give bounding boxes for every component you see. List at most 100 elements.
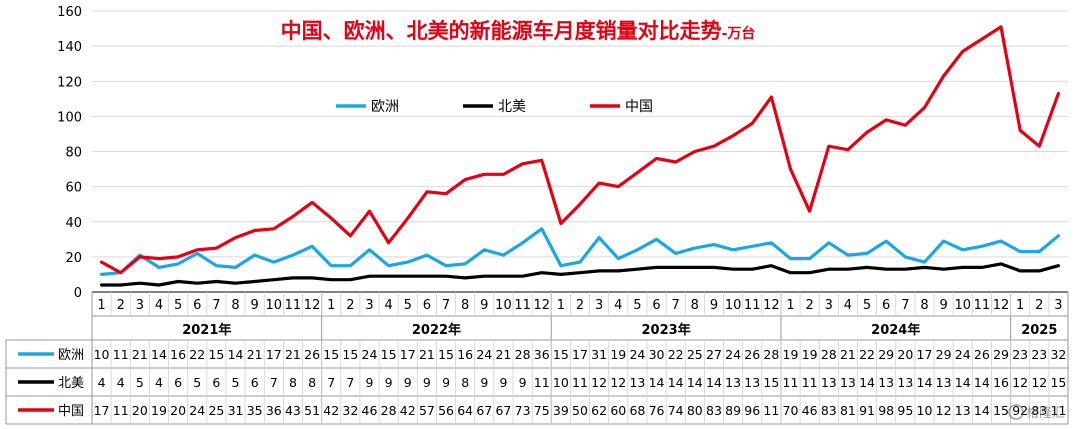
data-label: 20	[897, 347, 913, 362]
x-tick-label: 5	[404, 298, 412, 313]
data-label: 22	[189, 347, 205, 362]
x-tick-label: 1	[97, 298, 105, 313]
x-tick-label: 6	[652, 298, 660, 313]
data-label: 36	[534, 347, 550, 362]
series-line-0	[99, 227, 1061, 276]
data-label: 22	[859, 347, 875, 362]
data-label: 62	[591, 403, 607, 418]
x-tick-label: 2	[346, 298, 354, 313]
data-label: 6	[212, 375, 220, 390]
x-tick-label: 2	[576, 298, 584, 313]
x-tick-label: 1	[557, 298, 565, 313]
data-label: 11	[1050, 403, 1066, 418]
y-tick-label: 20	[65, 251, 82, 266]
x-tick-label: 3	[1054, 298, 1062, 313]
data-label: 92	[1012, 403, 1028, 418]
x-tick-label: 7	[901, 298, 909, 313]
data-label: 24	[189, 403, 205, 418]
data-label: 14	[706, 375, 722, 390]
data-label: 21	[247, 347, 263, 362]
x-tick-label: 8	[920, 298, 928, 313]
data-label: 68	[629, 403, 645, 418]
data-label: 5	[193, 375, 201, 390]
legend-label-2: 中国	[625, 99, 653, 115]
data-label: 15	[763, 375, 779, 390]
data-label: 19	[151, 403, 167, 418]
data-label: 5	[136, 375, 144, 390]
data-label: 73	[515, 403, 531, 418]
x-tick-label: 2	[1035, 298, 1043, 313]
data-label: 9	[385, 375, 393, 390]
data-label: 28	[763, 347, 779, 362]
data-label: 13	[955, 403, 971, 418]
legend-label-0: 欧洲	[371, 99, 399, 115]
data-label: 4	[117, 375, 125, 390]
data-label: 14	[974, 403, 990, 418]
data-label: 27	[706, 347, 722, 362]
data-label: 7	[327, 375, 335, 390]
data-label: 15	[553, 347, 569, 362]
data-label: 4	[98, 375, 106, 390]
data-label: 25	[687, 347, 703, 362]
data-label: 16	[170, 347, 186, 362]
data-label: 7	[346, 375, 354, 390]
series-line-1	[99, 262, 1061, 287]
data-label: 19	[802, 347, 818, 362]
data-label: 74	[668, 403, 684, 418]
x-tick-label: 12	[533, 298, 550, 313]
chart-title-unit: -万台	[722, 25, 756, 42]
data-label: 17	[266, 347, 282, 362]
data-label: 21	[419, 347, 435, 362]
data-label: 60	[610, 403, 626, 418]
data-label: 23	[1012, 347, 1028, 362]
data-label: 11	[802, 375, 818, 390]
x-tick-label: 10	[954, 298, 971, 313]
data-label: 12	[1012, 375, 1028, 390]
legend-label-1: 北美	[498, 99, 526, 115]
y-tick-label: 80	[65, 146, 82, 161]
data-label: 32	[1050, 347, 1066, 362]
data-label: 24	[955, 347, 971, 362]
data-label: 14	[974, 375, 990, 390]
data-label: 8	[289, 375, 297, 390]
x-tick-label: 4	[155, 298, 163, 313]
x-tick-label: 11	[744, 298, 761, 313]
data-label: 11	[763, 403, 779, 418]
data-label: 83	[1031, 403, 1047, 418]
y-tick-label: 60	[65, 181, 82, 196]
y-tick-label: 100	[57, 110, 82, 125]
data-label: 14	[955, 375, 971, 390]
data-label: 30	[649, 347, 665, 362]
data-label: 32	[342, 403, 358, 418]
x-tick-label: 3	[595, 298, 603, 313]
data-label: 91	[859, 403, 875, 418]
data-label: 12	[591, 375, 607, 390]
year-label: 2024年	[871, 322, 920, 338]
data-label: 13	[744, 375, 760, 390]
data-label: 9	[366, 375, 374, 390]
data-label: 10	[917, 403, 933, 418]
data-label: 75	[534, 403, 550, 418]
data-label: 11	[113, 347, 129, 362]
x-tick-label: 3	[825, 298, 833, 313]
x-tick-label: 4	[384, 298, 392, 313]
data-label: 16	[457, 347, 473, 362]
data-label: 15	[993, 403, 1009, 418]
x-tick-label: 3	[136, 298, 144, 313]
data-label: 22	[668, 347, 684, 362]
data-label: 19	[783, 347, 799, 362]
data-label: 9	[423, 375, 431, 390]
x-tick-label: 5	[633, 298, 641, 313]
data-label: 25	[208, 403, 224, 418]
chart-title: 中国、欧洲、北美的新能源车月度销量对比走势-万台	[281, 19, 756, 43]
data-label: 95	[897, 403, 913, 418]
chart-title-main: 中国、欧洲、北美的新能源车月度销量对比走势	[281, 19, 722, 43]
data-label: 28	[515, 347, 531, 362]
y-tick-label: 140	[57, 40, 82, 55]
data-label: 11	[534, 375, 550, 390]
data-label: 14	[687, 375, 703, 390]
data-label: 11	[572, 375, 588, 390]
data-label: 4	[155, 375, 163, 390]
